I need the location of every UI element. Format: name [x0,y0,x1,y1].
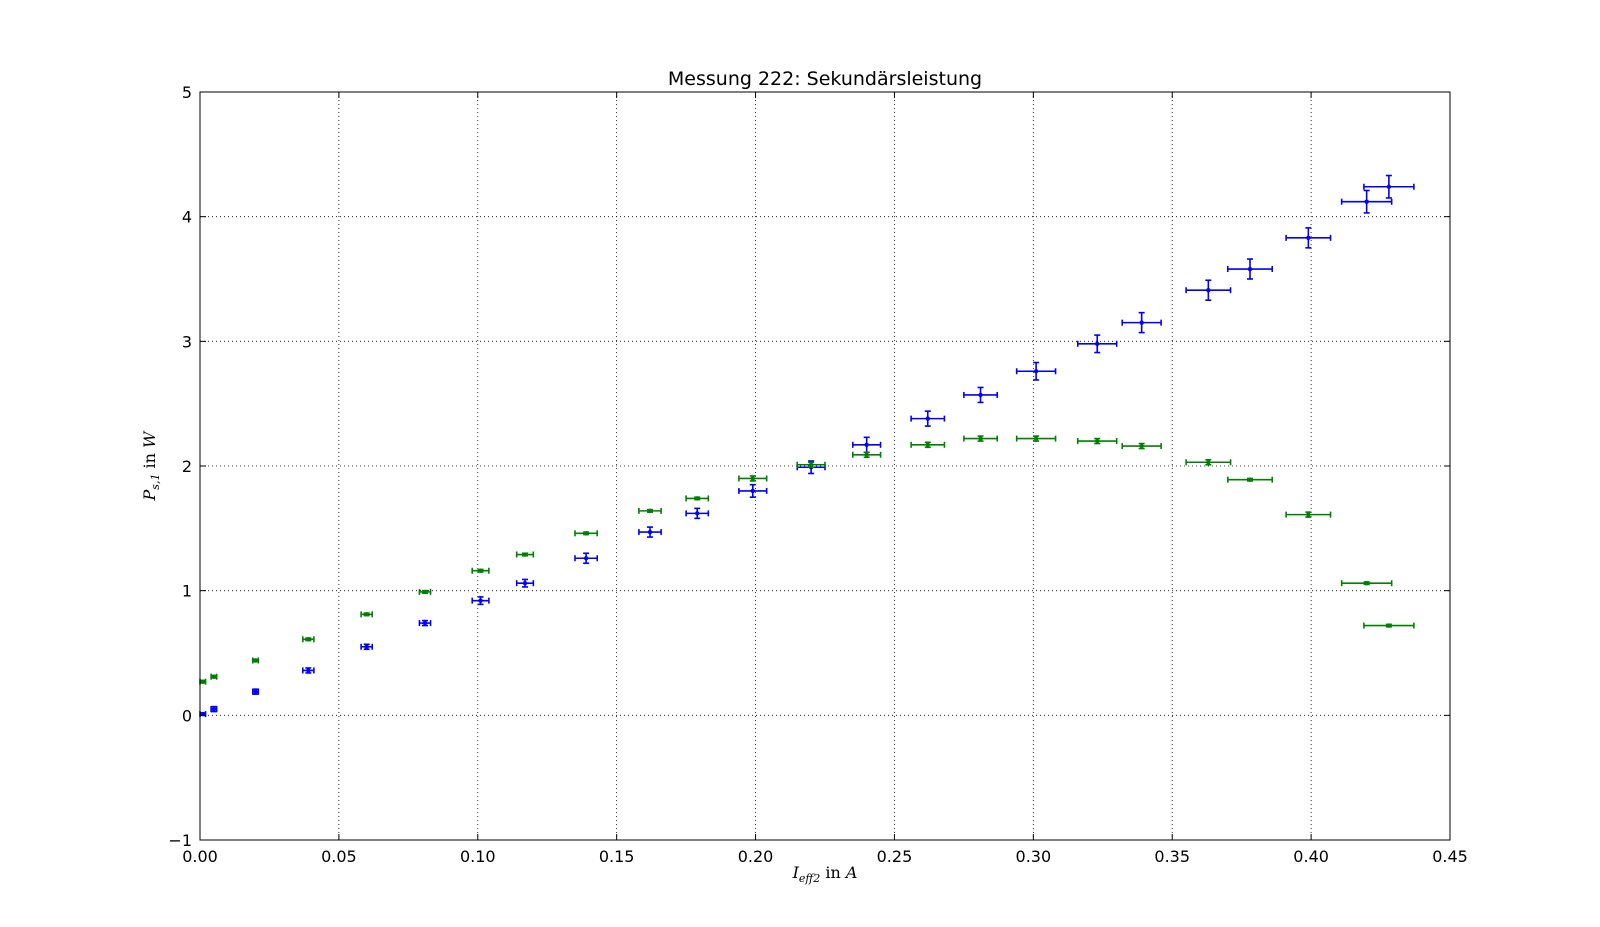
data-marker [1306,236,1310,240]
data-marker [253,658,257,662]
x-axis-label-unit: A [844,863,858,882]
data-marker [864,443,868,447]
data-marker [1095,342,1099,346]
data-marker [751,476,755,480]
data-marker [648,530,652,534]
data-marker [1034,369,1038,373]
data-marker [1387,185,1391,189]
data-marker [978,393,982,397]
data-marker [201,679,205,683]
data-marker [1206,460,1210,464]
x-tick-label: 0.15 [599,847,635,866]
data-marker [1248,478,1252,482]
data-marker [1248,267,1252,271]
x-tick-label: 0.20 [738,847,774,866]
x-tick-label: 0.30 [1016,847,1052,866]
x-tick-label: 0.40 [1293,847,1329,866]
data-marker [926,416,930,420]
y-axis-label-var: P [140,489,159,501]
x-tick-label: 0.10 [460,847,496,866]
data-point [211,706,217,712]
y-tick-label: −1 [168,831,192,850]
y-tick-label: 4 [182,208,192,227]
data-marker [751,489,755,493]
data-marker [1387,623,1391,627]
x-tick-label: 0.25 [877,847,913,866]
x-tick-label: 0.05 [321,847,357,866]
data-marker [364,612,368,616]
data-marker [306,668,310,672]
data-point [211,674,217,680]
chart-title: Messung 222: Sekundärsleistung [668,68,982,90]
data-marker [1139,444,1143,448]
data-marker [1034,436,1038,440]
y-tick-label: 5 [182,83,192,102]
data-marker [648,509,652,513]
x-axis-label-sub: eff2 [799,872,820,885]
y-tick-label: 3 [182,332,192,351]
data-marker [926,443,930,447]
data-marker [1139,320,1143,324]
data-marker [212,674,216,678]
data-marker [364,645,368,649]
data-marker [695,511,699,515]
data-marker [1306,512,1310,516]
data-marker [584,531,588,535]
data-marker [523,552,527,556]
y-axis-label-sub: s,1 [149,474,162,490]
data-marker [695,496,699,500]
data-point [200,711,206,717]
x-tick-label: 0.35 [1154,847,1190,866]
data-marker [253,689,257,693]
data-marker [584,556,588,560]
data-marker [1364,581,1368,585]
data-marker [978,436,982,440]
data-point [253,657,259,663]
data-marker [212,707,216,711]
data-marker [423,621,427,625]
data-point [200,679,206,685]
data-marker [478,569,482,573]
data-marker [1095,439,1099,443]
data-marker [523,581,527,585]
y-axis-label-unit: W [140,430,159,448]
x-tick-label: 0.45 [1432,847,1468,866]
x-axis-label-text: in [820,863,846,882]
data-marker [423,590,427,594]
data-marker [864,453,868,457]
data-marker [306,637,310,641]
data-marker [1206,288,1210,292]
y-tick-label: 0 [182,706,192,725]
y-axis-label: Ps,1 in W [140,430,162,502]
y-tick-label: 1 [182,582,192,601]
data-marker [809,463,813,467]
data-marker [478,598,482,602]
data-point [253,689,259,695]
data-marker [1364,200,1368,204]
y-axis-label-text: in [140,448,159,474]
y-tick-label: 2 [182,457,192,476]
